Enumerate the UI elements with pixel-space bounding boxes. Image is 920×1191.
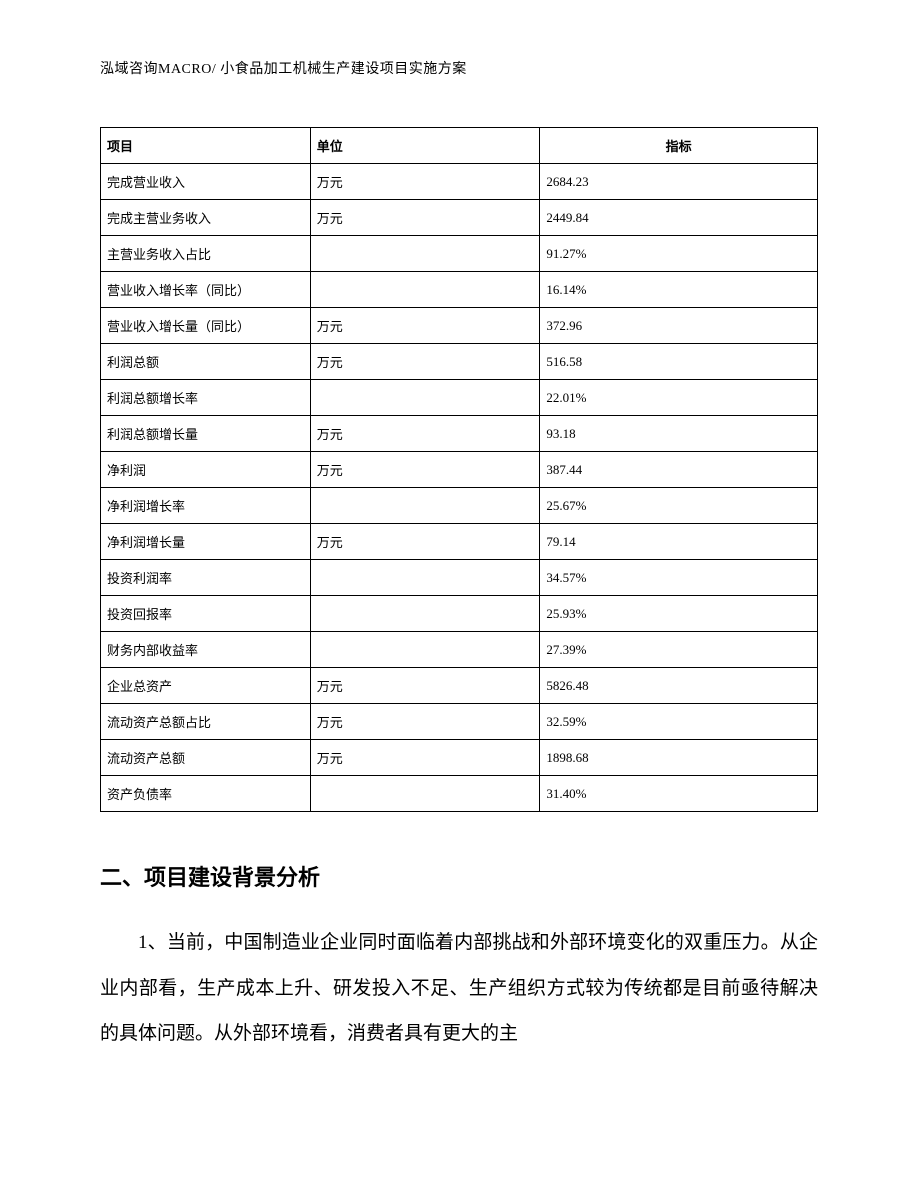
cell-unit xyxy=(310,380,540,416)
cell-value: 93.18 xyxy=(540,416,818,452)
table-row: 流动资产总额 万元 1898.68 xyxy=(101,740,818,776)
cell-name: 净利润增长率 xyxy=(101,488,311,524)
column-header-name: 项目 xyxy=(101,128,311,164)
cell-unit xyxy=(310,272,540,308)
cell-name: 利润总额增长率 xyxy=(101,380,311,416)
table-row: 营业收入增长量（同比） 万元 372.96 xyxy=(101,308,818,344)
table-row: 利润总额增长率 22.01% xyxy=(101,380,818,416)
cell-name: 流动资产总额 xyxy=(101,740,311,776)
cell-unit: 万元 xyxy=(310,524,540,560)
section-heading: 二、项目建设背景分析 xyxy=(100,860,320,892)
cell-unit: 万元 xyxy=(310,164,540,200)
cell-value: 516.58 xyxy=(540,344,818,380)
cell-name: 主营业务收入占比 xyxy=(101,236,311,272)
table-row: 资产负债率 31.40% xyxy=(101,776,818,812)
cell-unit xyxy=(310,632,540,668)
table-row: 净利润增长量 万元 79.14 xyxy=(101,524,818,560)
cell-value: 25.67% xyxy=(540,488,818,524)
table-row: 营业收入增长率（同比） 16.14% xyxy=(101,272,818,308)
cell-value: 32.59% xyxy=(540,704,818,740)
cell-name: 完成主营业务收入 xyxy=(101,200,311,236)
cell-value: 31.40% xyxy=(540,776,818,812)
cell-name: 净利润 xyxy=(101,452,311,488)
cell-unit xyxy=(310,236,540,272)
cell-unit: 万元 xyxy=(310,704,540,740)
cell-value: 2684.23 xyxy=(540,164,818,200)
table-row: 净利润增长率 25.67% xyxy=(101,488,818,524)
cell-name: 营业收入增长量（同比） xyxy=(101,308,311,344)
cell-value: 5826.48 xyxy=(540,668,818,704)
page-header: 泓域咨询MACRO/ 小食品加工机械生产建设项目实施方案 xyxy=(100,58,467,78)
cell-unit xyxy=(310,488,540,524)
cell-name: 营业收入增长率（同比） xyxy=(101,272,311,308)
cell-unit: 万元 xyxy=(310,344,540,380)
cell-value: 372.96 xyxy=(540,308,818,344)
cell-name: 财务内部收益率 xyxy=(101,632,311,668)
cell-name: 投资回报率 xyxy=(101,596,311,632)
table-row: 主营业务收入占比 91.27% xyxy=(101,236,818,272)
cell-name: 完成营业收入 xyxy=(101,164,311,200)
column-header-value: 指标 xyxy=(540,128,818,164)
cell-value: 1898.68 xyxy=(540,740,818,776)
table-row: 完成营业收入 万元 2684.23 xyxy=(101,164,818,200)
cell-value: 16.14% xyxy=(540,272,818,308)
cell-unit xyxy=(310,776,540,812)
table-row: 投资利润率 34.57% xyxy=(101,560,818,596)
cell-name: 资产负债率 xyxy=(101,776,311,812)
cell-value: 27.39% xyxy=(540,632,818,668)
cell-name: 企业总资产 xyxy=(101,668,311,704)
table-row: 利润总额增长量 万元 93.18 xyxy=(101,416,818,452)
cell-value: 91.27% xyxy=(540,236,818,272)
table-row: 财务内部收益率 27.39% xyxy=(101,632,818,668)
cell-value: 34.57% xyxy=(540,560,818,596)
cell-value: 22.01% xyxy=(540,380,818,416)
table-row: 企业总资产 万元 5826.48 xyxy=(101,668,818,704)
table-row: 完成主营业务收入 万元 2449.84 xyxy=(101,200,818,236)
cell-value: 2449.84 xyxy=(540,200,818,236)
cell-unit xyxy=(310,560,540,596)
cell-name: 利润总额 xyxy=(101,344,311,380)
table-row: 投资回报率 25.93% xyxy=(101,596,818,632)
table-row: 利润总额 万元 516.58 xyxy=(101,344,818,380)
cell-unit: 万元 xyxy=(310,200,540,236)
body-paragraph: 1、当前，中国制造业企业同时面临着内部挑战和外部环境变化的双重压力。从企业内部看… xyxy=(100,920,818,1057)
cell-name: 流动资产总额占比 xyxy=(101,704,311,740)
cell-unit xyxy=(310,596,540,632)
cell-unit: 万元 xyxy=(310,416,540,452)
cell-name: 投资利润率 xyxy=(101,560,311,596)
cell-value: 79.14 xyxy=(540,524,818,560)
cell-unit: 万元 xyxy=(310,452,540,488)
cell-name: 利润总额增长量 xyxy=(101,416,311,452)
financial-data-table: 项目 单位 指标 完成营业收入 万元 2684.23 完成主营业务收入 万元 2… xyxy=(100,127,818,812)
cell-unit: 万元 xyxy=(310,308,540,344)
table-row: 流动资产总额占比 万元 32.59% xyxy=(101,704,818,740)
cell-unit: 万元 xyxy=(310,668,540,704)
cell-name: 净利润增长量 xyxy=(101,524,311,560)
table-header-row: 项目 单位 指标 xyxy=(101,128,818,164)
cell-value: 387.44 xyxy=(540,452,818,488)
table-row: 净利润 万元 387.44 xyxy=(101,452,818,488)
column-header-unit: 单位 xyxy=(310,128,540,164)
cell-unit: 万元 xyxy=(310,740,540,776)
cell-value: 25.93% xyxy=(540,596,818,632)
